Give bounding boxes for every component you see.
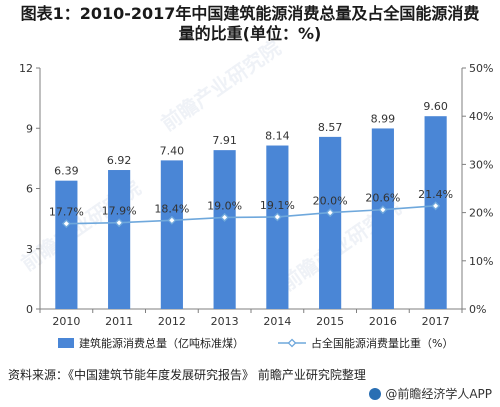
bar [55, 180, 78, 309]
line-point [167, 215, 177, 225]
legend-bar-label: 建筑能源消费总量（亿吨标准煤） [79, 336, 244, 350]
line-value-label: 19.0% [207, 199, 242, 212]
source-note: 资料来源：《中国建筑节能年度发展研究报告》 前瞻产业研究院整理 [8, 368, 366, 382]
line-value-label: 20.6% [365, 192, 400, 205]
legend-bar-swatch [58, 338, 74, 348]
legend-line-marker [287, 338, 297, 348]
bar-value-label: 8.14 [265, 130, 290, 143]
x-tick-label: 2010 [52, 315, 80, 328]
x-tick-label: 2015 [316, 315, 344, 328]
line-value-label: 20.0% [313, 195, 348, 208]
y-tick-right-label: 30% [469, 158, 493, 171]
y-tick-right-label: 50% [469, 62, 493, 75]
chart: 0 3 6 9 12 0% 10% 20% 30% 40% 50% 6.39 2010 6.92 2011 7… [19, 62, 493, 350]
bar [424, 116, 447, 309]
line-point [61, 219, 71, 229]
bar [213, 150, 236, 309]
line-point [378, 205, 388, 215]
y-tick-left-label: 3 [26, 243, 33, 256]
brand-footer: @前瞻经济学人APP [369, 385, 492, 402]
y-tick-left-label: 6 [26, 183, 33, 196]
x-tick-label: 2011 [105, 315, 133, 328]
bar-value-label: 8.57 [318, 121, 343, 134]
y-tick-left-label: 9 [26, 122, 33, 135]
legend-line-label: 占全国能源消费量比重（%） [311, 336, 453, 350]
x-tick-label: 2012 [158, 315, 186, 328]
bar-value-label: 6.92 [107, 154, 132, 167]
x-tick-label: 2014 [263, 315, 291, 328]
bar [319, 136, 342, 309]
bar-value-label: 8.99 [371, 112, 396, 125]
line-value-label: 17.9% [102, 205, 137, 218]
chart-title: 图表1：2010-2017年中国建筑能源消费总量及占全国能源消费 量的比重(单位… [0, 4, 500, 44]
y-tick-right-label: 40% [469, 110, 493, 123]
y-tick-right-label: 10% [469, 255, 493, 268]
y-tick-left-label: 12 [19, 62, 33, 75]
bar [160, 160, 183, 309]
line-series [66, 205, 436, 225]
line-value-label: 17.7% [49, 206, 84, 219]
bar [266, 145, 289, 309]
line-value-label: 21.4% [418, 188, 453, 201]
line-value-label: 18.4% [154, 202, 189, 215]
x-tick-label: 2013 [211, 315, 239, 328]
brand-logo-icon [369, 387, 382, 400]
x-tick-label: 2017 [422, 315, 450, 328]
line-point [325, 208, 335, 218]
bar [108, 170, 131, 309]
line-point [220, 212, 230, 222]
line-point [431, 201, 441, 211]
bar [371, 128, 394, 309]
y-tick-right-label: 0% [469, 303, 486, 316]
x-tick-label: 2016 [369, 315, 397, 328]
bar-value-label: 9.60 [423, 100, 448, 113]
y-tick-left-label: 0 [26, 303, 33, 316]
chart-title-line-2: 量的比重(单位：%) [178, 24, 322, 43]
line-value-label: 19.1% [260, 199, 295, 212]
bar-value-label: 6.39 [54, 165, 79, 178]
line-point [272, 212, 282, 222]
brand-text: @前瞻经济学人APP [385, 387, 492, 401]
line-point [114, 218, 124, 228]
chart-title-line-1: 图表1：2010-2017年中国建筑能源消费总量及占全国能源消费 [20, 4, 480, 23]
y-tick-right-label: 20% [469, 207, 493, 220]
bar-value-label: 7.91 [212, 134, 237, 147]
bar-value-label: 7.40 [160, 144, 185, 157]
